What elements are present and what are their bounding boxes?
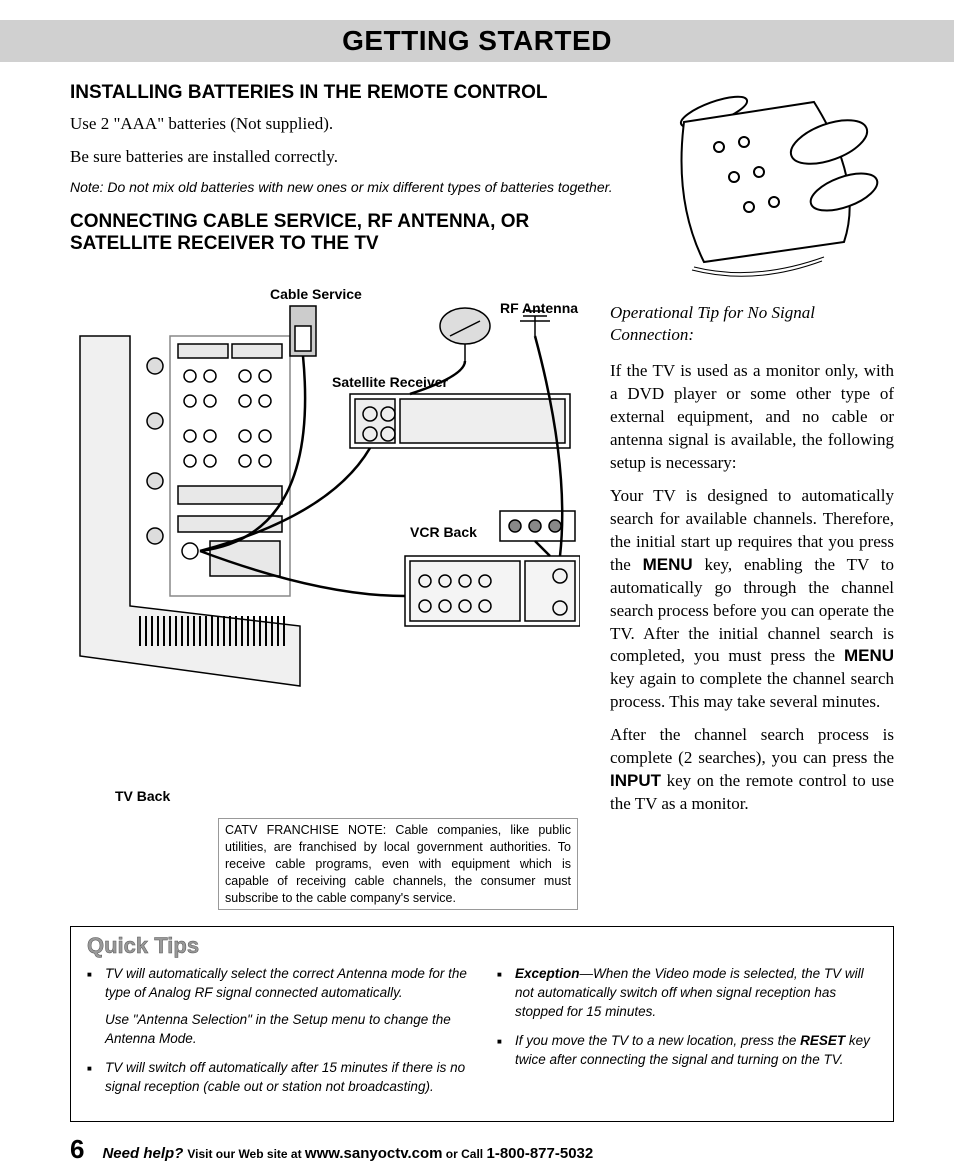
quick-tips-box: Quick Tips TV will automatically select … — [70, 926, 894, 1121]
tip-item: If you move the TV to a new location, pr… — [497, 1032, 877, 1070]
input-key: INPUT — [610, 771, 661, 790]
op-tip-p2: Your TV is designed to automatically sea… — [610, 485, 894, 714]
mid-section: Cable Service RF Antenna Satellite Recei… — [70, 286, 894, 826]
tips-right: Exception—When the Video mode is selecte… — [497, 965, 877, 1106]
page-footer: 6 Need help? Visit our Web site at www.s… — [70, 1134, 894, 1165]
tip-item: TV will automatically select the correct… — [87, 965, 467, 1049]
batteries-p1: Use 2 "AAA" batteries (Not supplied). — [70, 113, 634, 136]
tips-left: TV will automatically select the correct… — [87, 965, 467, 1106]
website-url: www.sanyoctv.com — [305, 1145, 443, 1162]
connecting-heading: CONNECTING CABLE SERVICE, RF ANTENNA, OR… — [70, 211, 634, 257]
cable-service-label: Cable Service — [270, 286, 362, 302]
tips-columns: TV will automatically select the correct… — [87, 965, 877, 1106]
page-title: GETTING STARTED — [342, 25, 612, 57]
remote-illustration — [664, 82, 894, 282]
connection-diagram: Cable Service RF Antenna Satellite Recei… — [70, 286, 580, 826]
quick-tips-title: Quick Tips — [87, 933, 877, 959]
satellite-label: Satellite Receiver — [332, 374, 448, 390]
operational-tip: Operational Tip for No Signal Connection… — [610, 286, 894, 826]
diagram-svg — [70, 286, 580, 706]
footer-text: Need help? Visit our Web site at www.san… — [102, 1145, 593, 1163]
menu-key: MENU — [643, 555, 693, 574]
catv-note: CATV FRANCHISE NOTE: Cable companies, li… — [218, 818, 578, 910]
phone-number: 1-800-877-5032 — [486, 1145, 593, 1162]
top-section: INSTALLING BATTERIES IN THE REMOTE CONTR… — [70, 82, 894, 282]
op-tip-title: Operational Tip for No Signal Connection… — [610, 302, 894, 346]
op-tip-p1: If the TV is used as a monitor only, wit… — [610, 360, 894, 475]
op-tip-p3: After the channel search process is comp… — [610, 724, 894, 816]
menu-key-2: MENU — [844, 646, 894, 665]
batteries-heading: INSTALLING BATTERIES IN THE REMOTE CONTR… — [70, 82, 634, 105]
page-number: 6 — [70, 1134, 84, 1165]
tv-back-label: TV Back — [115, 788, 170, 804]
rf-antenna-label: RF Antenna — [500, 300, 578, 316]
tip-item: TV will switch off automatically after 1… — [87, 1059, 467, 1097]
header-bar: GETTING STARTED — [0, 20, 954, 62]
batteries-note: Note: Do not mix old batteries with new … — [70, 179, 634, 195]
tip-item: Exception—When the Video mode is selecte… — [497, 965, 877, 1022]
remote-svg — [664, 82, 894, 282]
batteries-section: INSTALLING BATTERIES IN THE REMOTE CONTR… — [70, 82, 634, 282]
vcr-back-label: VCR Back — [410, 524, 477, 540]
batteries-p2: Be sure batteries are installed correctl… — [70, 146, 634, 169]
